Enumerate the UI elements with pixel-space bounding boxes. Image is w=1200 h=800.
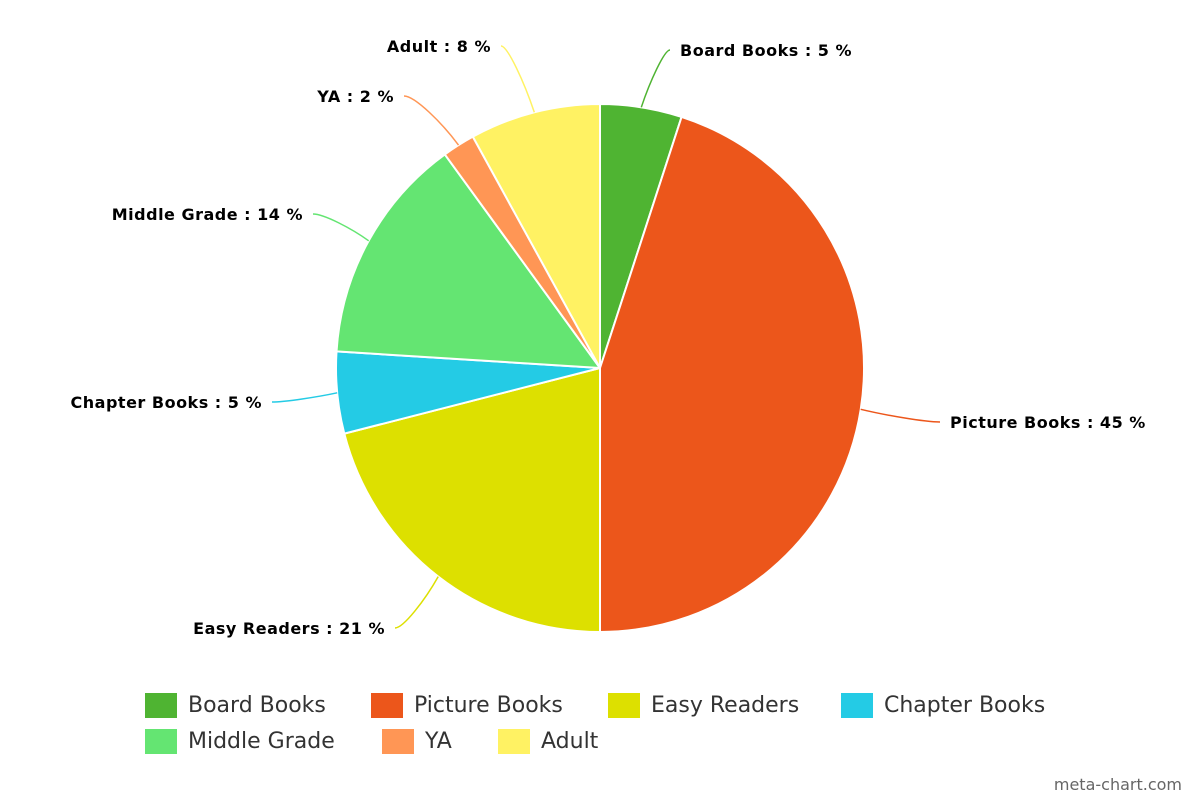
legend-item-easy-readers[interactable]: Easy Readers — [608, 692, 841, 718]
data-label-adult: Adult : 8 % — [387, 37, 491, 56]
legend-label: Middle Grade — [188, 728, 335, 754]
legend-label: Chapter Books — [884, 692, 1046, 718]
data-label-middle-grade: Middle Grade : 14 % — [112, 205, 303, 224]
legend-item-middle-grade[interactable]: Middle Grade — [145, 728, 382, 754]
data-labels: Board Books : 5 % Picture Books : 45 % Eas… — [71, 37, 1146, 638]
data-label-chapter-books: Chapter Books : 5 % — [71, 393, 262, 412]
legend-label: YA — [425, 728, 452, 754]
legend-label: Easy Readers — [651, 692, 800, 718]
legend-label: Board Books — [188, 692, 326, 718]
legend-item-board-books[interactable]: Board Books — [145, 692, 371, 718]
legend-swatch — [371, 692, 403, 718]
legend-item-ya[interactable]: YA — [382, 728, 498, 754]
legend-swatch — [145, 692, 177, 718]
legend-swatch — [145, 728, 177, 754]
legend-swatch — [498, 728, 530, 754]
legend-row: Board Books Picture Books Easy Readers C… — [145, 687, 1105, 723]
legend-item-picture-books[interactable]: Picture Books — [371, 692, 608, 718]
data-label-picture-books: Picture Books : 45 % — [950, 413, 1146, 432]
data-label-easy-readers: Easy Readers : 21 % — [193, 619, 385, 638]
legend-item-chapter-books[interactable]: Chapter Books — [841, 692, 1046, 718]
legend-swatch — [841, 692, 873, 718]
legend-label: Adult — [541, 728, 599, 754]
legend-item-adult[interactable]: Adult — [498, 728, 599, 754]
legend-swatch — [608, 692, 640, 718]
legend-label: Picture Books — [414, 692, 563, 718]
label-connectors — [271, 45, 941, 629]
legend-row: Middle Grade YA Adult — [145, 723, 1105, 759]
legend-swatch — [382, 728, 414, 754]
connector-chapter-books — [271, 392, 338, 403]
data-label-board-books: Board Books : 5 % — [680, 41, 852, 60]
pie-slices — [335, 103, 865, 633]
legend: Board Books Picture Books Easy Readers C… — [145, 687, 1105, 759]
pie-slice-adult[interactable] — [471, 103, 601, 369]
connector-board-books — [640, 49, 671, 108]
connector-middle-grade — [312, 213, 370, 242]
watermark[interactable]: meta-chart.com — [1053, 775, 1182, 794]
data-label-ya: YA : 2 % — [316, 87, 394, 106]
connector-adult — [500, 45, 536, 113]
connector-easy-readers — [394, 576, 439, 629]
connector-picture-books — [860, 408, 941, 423]
connector-ya — [403, 95, 460, 146]
